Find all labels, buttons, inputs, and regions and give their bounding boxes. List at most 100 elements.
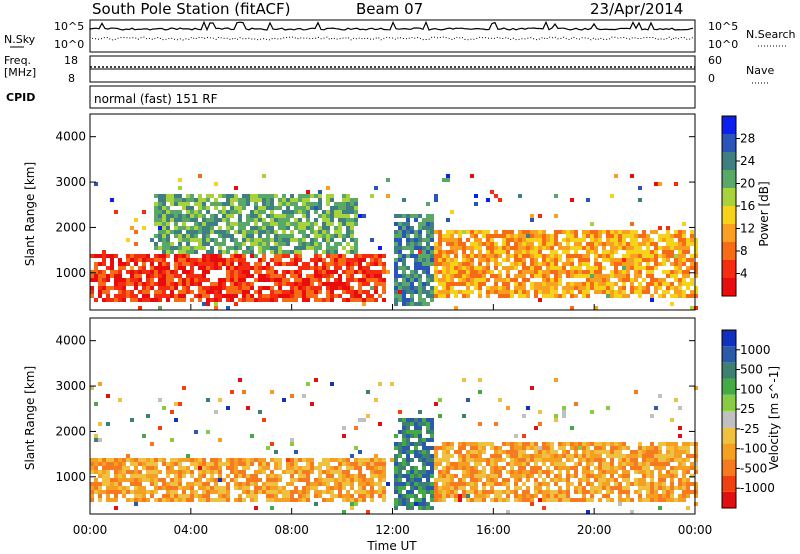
heatmap-cell [330,290,334,294]
heatmap-cell [178,254,182,258]
heatmap-cell [258,286,262,290]
heatmap-cell [314,258,318,262]
heatmap-cell [158,286,162,290]
heatmap-cell [402,462,406,466]
heatmap-cell [666,242,670,246]
heatmap-cell [270,218,274,222]
heatmap-cell [458,266,462,270]
heatmap-cell [590,270,594,274]
heatmap-cell [654,258,658,262]
heatmap-cell [202,266,206,270]
heatmap-cell [306,198,310,202]
heatmap-cell [662,466,666,470]
heatmap-cell [686,442,690,446]
heatmap-cell [314,502,318,506]
heatmap-cell [378,422,382,426]
heatmap-cell [186,290,190,294]
heatmap-cell [410,474,414,478]
heatmap-cell [474,230,478,234]
heatmap-cell [178,250,182,254]
heatmap-cell [682,498,686,502]
heatmap-cell [426,282,430,286]
heatmap-cell [570,482,574,486]
heatmap-cell [402,198,406,202]
heatmap-cell [218,294,222,298]
heatmap-cell [562,250,566,254]
heatmap-cell [514,242,518,246]
heatmap-cell [546,450,550,454]
heatmap-cell [182,466,186,470]
heatmap-cell [258,298,262,302]
heatmap-cell [310,242,314,246]
heatmap-cell [286,482,290,486]
heatmap-cell [134,242,138,246]
heatmap-cell [646,454,650,458]
heatmap-cell [426,490,430,494]
heatmap-cell [242,250,246,254]
heatmap-cell [210,458,214,462]
heatmap-cell [218,202,222,206]
heatmap-cell [206,398,210,402]
heatmap-cell [162,258,166,262]
heatmap-cell [498,446,502,450]
heatmap-cell [598,262,602,266]
heatmap-cell [458,498,462,502]
heatmap-cell [418,486,422,490]
heatmap-cell [694,490,698,494]
heatmap-cell [326,222,330,226]
heatmap-cell [414,290,418,294]
heatmap-cell [678,466,682,470]
heatmap-cell [522,414,526,418]
heatmap-cell [302,394,306,398]
heatmap-cell [414,486,418,490]
heatmap-cell [186,278,190,282]
heatmap-cell [610,486,614,490]
heatmap-cell [678,494,682,498]
heatmap-cell [490,242,494,246]
heatmap-cell [622,258,626,262]
colorbar-tick-label: -500 [740,461,767,475]
heatmap-cell [258,234,262,238]
heatmap-cell [334,250,338,254]
heatmap-cell [362,270,366,274]
heatmap-cell [178,226,182,230]
heatmap-cell [522,270,526,274]
heatmap-cell [390,382,394,386]
heatmap-cell [538,446,542,450]
heatmap-cell [206,462,210,466]
heatmap-cell [354,426,358,430]
heatmap-cell [302,286,306,290]
heatmap-cell [550,278,554,282]
colorbar-swatch [722,394,736,411]
heatmap-cell [694,290,698,294]
heatmap-cell [658,466,662,470]
heatmap-cell [638,454,642,458]
heatmap-cell [122,286,126,290]
heatmap-cell [482,282,486,286]
heatmap-cell [202,458,206,462]
heatmap-cell [178,194,182,198]
heatmap-cell [266,462,270,466]
heatmap-cell [226,498,230,502]
heatmap-cell [270,258,274,262]
heatmap-cell [690,262,694,266]
heatmap-cell [302,266,306,270]
heatmap-cell [182,286,186,290]
heatmap-cell [186,242,190,246]
heatmap-cell [282,226,286,230]
heatmap-cell [246,198,250,202]
heatmap-cell [606,450,610,454]
heatmap-cell [534,254,538,258]
heatmap-cell [326,250,330,254]
heatmap-cell [598,490,602,494]
heatmap-cell [542,470,546,474]
heatmap-cell [690,462,694,466]
heatmap-cell [326,294,330,298]
heatmap-cell [154,210,158,214]
heatmap-cell [566,234,570,238]
heatmap-cell [670,486,674,490]
heatmap-cell [234,270,238,274]
heatmap-cell [474,274,478,278]
heatmap-cell [482,278,486,282]
